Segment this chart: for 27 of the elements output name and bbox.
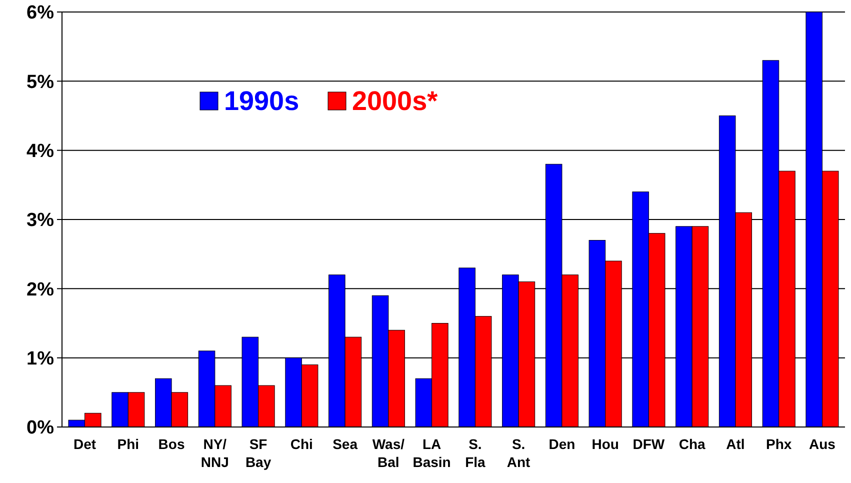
y-tick-label: 1% xyxy=(26,348,54,370)
x-tick-label: Det xyxy=(73,436,96,452)
x-tick-label: DFW xyxy=(632,436,666,452)
x-tick-label: S. Ant xyxy=(506,436,531,470)
y-tick-label: 5% xyxy=(26,72,54,93)
y-tick-label: 2% xyxy=(26,279,54,300)
y-tick-label: 3% xyxy=(26,210,54,232)
x-tick-label: Phx xyxy=(766,436,792,452)
legend-label: 1990s xyxy=(224,86,300,116)
x-tick-label: Atl xyxy=(726,436,745,452)
x-tick-label: Den xyxy=(548,436,576,452)
y-tick-label: 6% xyxy=(26,2,54,24)
x-tick-label: SF Bay xyxy=(245,436,272,470)
x-tick-label: Cha xyxy=(678,436,706,452)
x-tick-label: Sea xyxy=(332,436,358,452)
x-tick-label: Hou xyxy=(592,436,619,452)
x-tick-label: Aus xyxy=(809,436,836,452)
x-tick-label: Was/ Bal xyxy=(372,436,405,470)
x-tick-label: Bos xyxy=(158,436,185,452)
x-tick-label: S. Fla xyxy=(465,436,486,470)
legend-label: 2000s* xyxy=(352,86,438,116)
x-tick-label: Chi xyxy=(290,436,313,452)
y-tick-label: 0% xyxy=(26,418,54,439)
x-tick-label: LA Basin xyxy=(412,436,451,470)
x-tick-label: NY/ NNJ xyxy=(200,436,229,470)
x-tick-label: Phi xyxy=(117,436,140,452)
y-tick-label: 4% xyxy=(26,140,54,162)
